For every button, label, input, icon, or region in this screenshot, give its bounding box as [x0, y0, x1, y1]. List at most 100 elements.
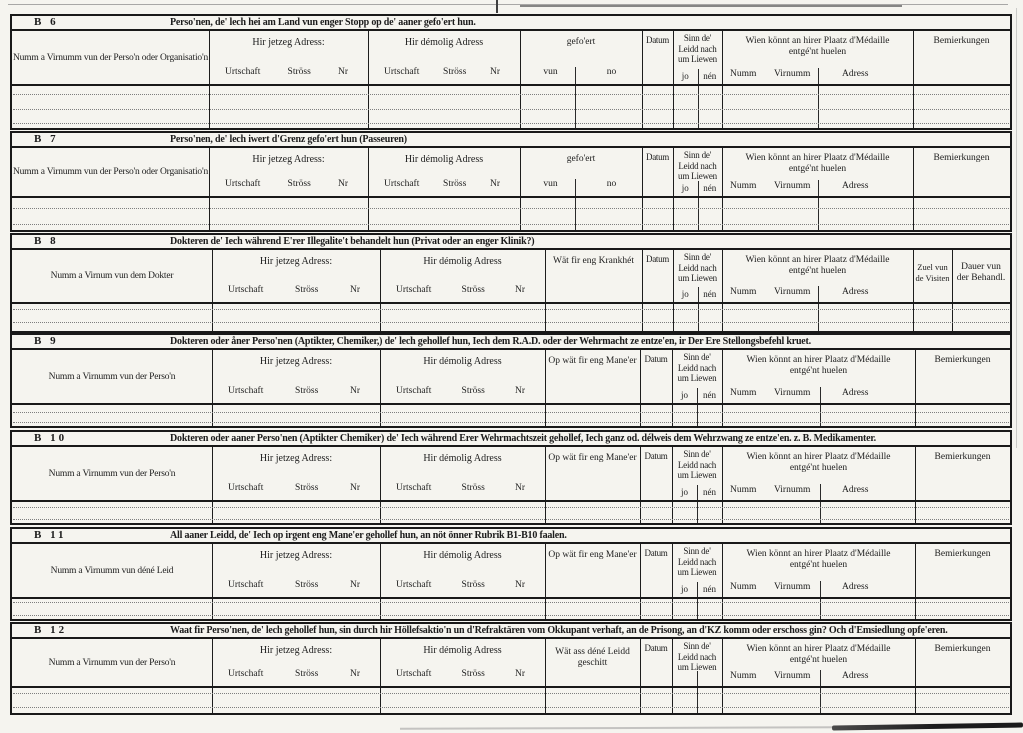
header-mid-column: Wät ass déné Leidd geschitt — [545, 639, 640, 686]
sub-column-label: Virnumm — [774, 485, 811, 495]
column-label: Datum — [644, 451, 668, 461]
section-title: Perso'nen, de' lech iwert d'Grenz gefo'e… — [170, 134, 407, 145]
sub-column-label: Nr — [349, 483, 360, 493]
column-label: Datum — [646, 254, 669, 264]
column-label: Hir démolig Adress — [404, 37, 484, 48]
header-mid-column: gefo'ert vun no — [520, 31, 642, 84]
sub-column-label: Nr — [489, 67, 500, 77]
column-label: gefo'ert — [520, 154, 642, 165]
sub-column-label: Ströss — [295, 580, 319, 590]
section-grid: Numm a Virnumm vun der Perso'n oder Orga… — [12, 148, 1010, 230]
column-divider — [545, 544, 546, 619]
header-jetzeg-adress-column: Hir jetzeg Adress: Urtschaft Ströss Nr — [212, 447, 380, 500]
column-label: Sinn de' Leidd nach um Liewen — [672, 352, 722, 384]
sub-column-label: Virnumm — [774, 287, 811, 297]
column-label-line: Bemierkungen — [934, 355, 991, 365]
sub-column-label: Urtschaft — [396, 669, 432, 679]
column-divider — [640, 544, 641, 619]
sub-column-label: Nr — [489, 179, 500, 189]
column-label: Hir démolig Adress — [423, 550, 502, 561]
sub-column-label: nén — [703, 289, 717, 299]
sub-column-label: Ströss — [295, 386, 319, 396]
sub-column-labels: Urtschaft Ströss Nr — [368, 67, 520, 79]
column-divider — [380, 544, 381, 619]
column-label: Sinn de' Leidd nach um Liewen — [672, 546, 722, 578]
column-label-line: Wien könnt an hirer Plaatz d'Médaille — [746, 549, 891, 559]
sub-column-labels: jo nén — [672, 584, 722, 596]
column-divider — [545, 350, 546, 426]
entry-row-line — [13, 309, 1009, 310]
sub-column-label: Adress — [842, 671, 869, 681]
column-label: Bemierkungen — [913, 36, 1010, 47]
column-divider — [722, 447, 723, 523]
column-label-line: Wien könnt an hirer Plaatz d'Médaille — [746, 644, 891, 654]
header-demolig-adress-column: Hir démolig Adress Urtschaft Ströss Nr — [380, 544, 545, 597]
sub-column-labels: Numm Virnumm Adress — [722, 388, 915, 400]
column-divider — [212, 350, 213, 426]
column-label-line: entgé'nt huelen — [789, 560, 848, 570]
column-divider — [212, 447, 213, 523]
header-datum-column: Datum — [640, 447, 672, 500]
sub-column-labels: vun no — [520, 67, 642, 79]
sub-column-label: Numm — [730, 388, 757, 398]
column-label: Hir démolig Adress — [423, 256, 502, 267]
column-label-line: Sinn de' — [683, 150, 712, 160]
column-divider — [380, 639, 381, 713]
header-wien-column: Wien könnt an hirer Plaatz d'Médaille ent… — [722, 148, 913, 196]
column-divider — [722, 544, 723, 619]
entry-row-line — [13, 123, 1009, 124]
header-jetzeg-adress-column: Hir jetzeg Adress: Urtschaft Ströss Nr — [212, 350, 380, 403]
form-section-b7: B 7 Perso'nen, de' lech iwert d'Grenz gef… — [10, 131, 1012, 232]
column-label-line: Leidd nach — [677, 556, 717, 567]
section-title: Waat fir Perso'nen, de' lech gehollef hu… — [170, 625, 948, 636]
sub-column-label: Nr — [349, 285, 360, 295]
column-label: Sinn de' Leidd nach um Liewen — [673, 252, 722, 284]
header-name-column: Numm a Virnum vun dem Dokter — [50, 271, 174, 281]
header-mid-column: Op wät fir eng Mane'er — [545, 350, 640, 403]
column-label: Hir démolig Adress — [423, 453, 502, 464]
header-name-column: Numm a Virnumm vun der Perso'n oder Orga… — [12, 52, 209, 63]
sub-column-label: Nr — [514, 580, 525, 590]
column-label: Hir jetzeg Adress: — [259, 550, 333, 561]
sub-column-label: Adress — [842, 181, 869, 191]
column-divider — [212, 250, 213, 331]
header-end-column: Bemierkungen — [915, 639, 1010, 686]
sub-column-label: Ströss — [461, 386, 485, 396]
header-jetzeg-adress-column: Hir jetzeg Adress: Urtschaft Ströss Nr — [212, 250, 380, 302]
column-divider — [209, 31, 210, 128]
section-title-row: B 8 Dokteren de' Iech während E'rer Illeg… — [12, 235, 1010, 250]
section-id: B 12 — [34, 624, 68, 636]
scan-artifact-page-edge — [1016, 8, 1017, 448]
column-label: Hir jetzeg Adress: — [259, 453, 333, 464]
column-label: Wien könnt an hirer Plaatz d'Médaille ent… — [722, 355, 915, 377]
column-label-line: entgé'nt huelen — [788, 47, 847, 57]
column-divider — [673, 250, 674, 331]
header-end-column: Bemierkungen — [915, 544, 1010, 597]
column-label: Hir démolig Adress — [423, 356, 502, 367]
column-label: Wien könnt an hirer Plaatz d'Médaille ent… — [722, 644, 915, 666]
column-label: Sinn de' Leidd nach um Liewen — [673, 150, 722, 182]
column-divider — [545, 447, 546, 523]
entry-row-line — [13, 224, 1009, 225]
header-mid-column: gefo'ert vun no — [520, 148, 642, 196]
column-divider — [212, 544, 213, 619]
column-divider — [368, 31, 369, 128]
column-label-line: Leidd nach — [678, 160, 717, 171]
form-section-b11: B 11 All aaner Leidd, de' Iech op irgent … — [10, 527, 1012, 621]
column-divider — [915, 447, 916, 523]
header-name-column: Numm a Virnumm vun der Perso'n — [48, 468, 176, 479]
header-datum-column: Datum — [642, 148, 673, 196]
header-jetzeg-adress-column: Hir jetzeg Adress: Urtschaft Ströss Nr — [209, 148, 368, 196]
sub-column-label: Virnumm — [774, 69, 811, 79]
sub-column-labels: Numm Virnumm Adress — [722, 671, 915, 683]
sub-column-label: Ströss — [461, 483, 485, 493]
sub-column-labels: jo nén — [673, 289, 722, 301]
column-label-line: Leidd nach — [678, 43, 717, 54]
column-label: Sinn de' Leidd nach um Liewen — [672, 641, 722, 673]
section-title: Dokteren oder åner Perso'nen (Aptikter, … — [170, 336, 811, 347]
section-title-row: B 10 Dokteren oder aaner Perso'nen (Aptik… — [12, 432, 1010, 447]
header-end-column: Bemierkungen — [913, 148, 1010, 196]
header-body-separator — [12, 302, 1010, 304]
column-label-line: Bemierkungen — [934, 644, 991, 654]
sub-column-label: nén — [703, 71, 717, 81]
